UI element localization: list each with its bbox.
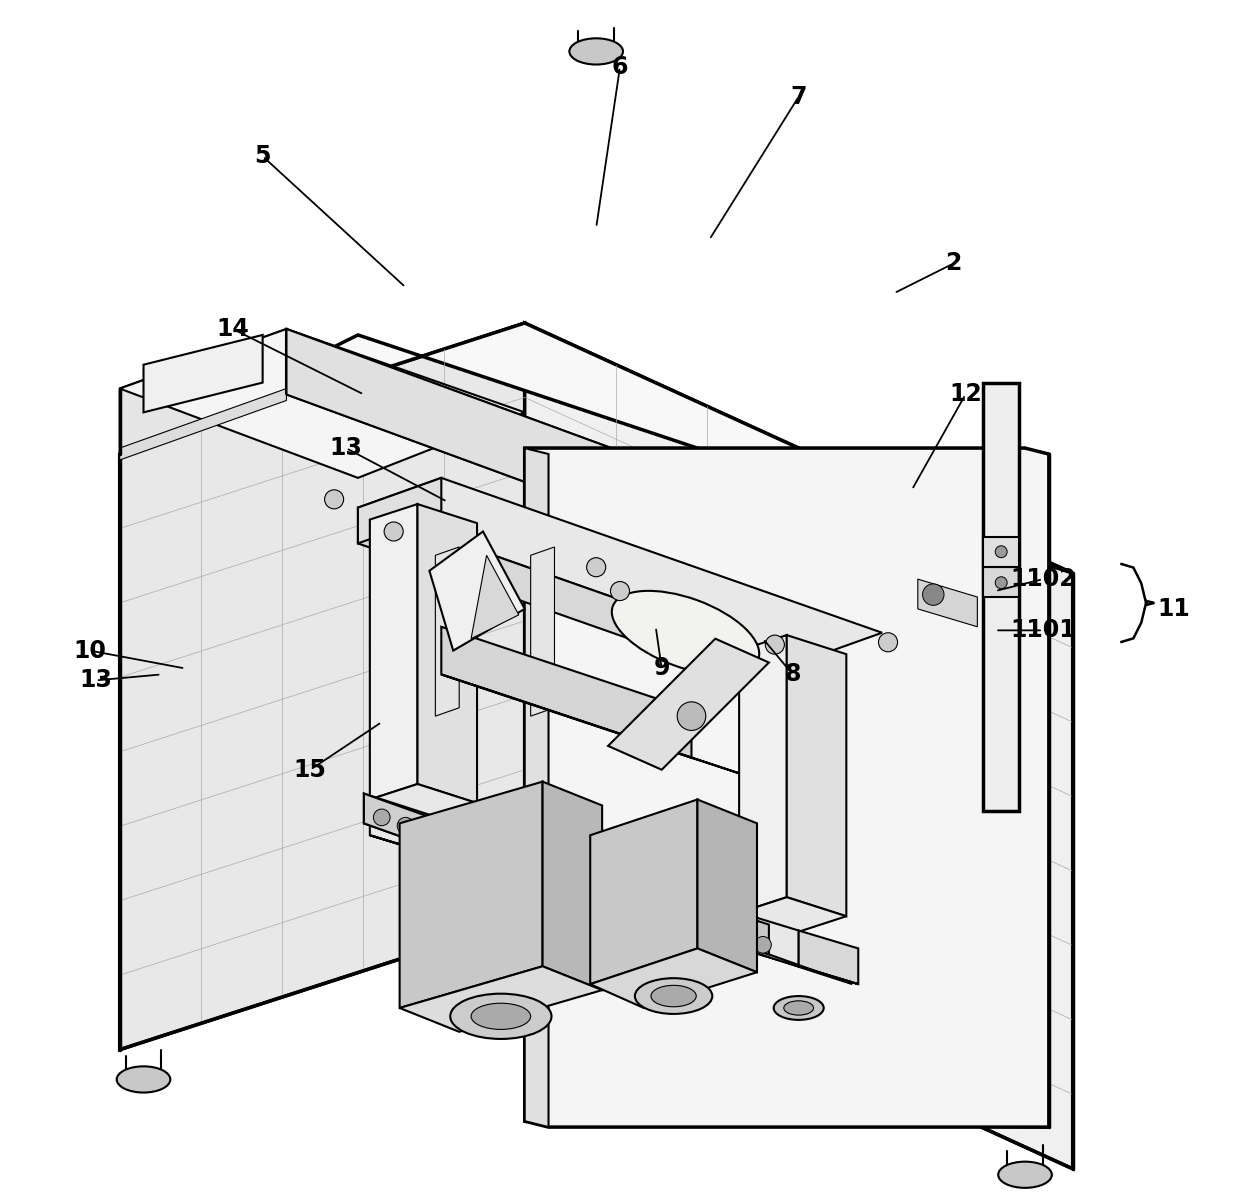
Polygon shape <box>370 504 418 800</box>
Circle shape <box>923 584 944 605</box>
Polygon shape <box>441 675 739 774</box>
Polygon shape <box>358 478 441 543</box>
Text: 15: 15 <box>294 758 326 782</box>
Text: 10: 10 <box>73 639 107 663</box>
Ellipse shape <box>117 1066 170 1093</box>
Polygon shape <box>120 330 525 478</box>
Circle shape <box>878 633 898 652</box>
Ellipse shape <box>998 1162 1052 1188</box>
Circle shape <box>373 810 391 826</box>
Text: 13: 13 <box>79 669 113 693</box>
Circle shape <box>677 702 706 731</box>
Polygon shape <box>799 930 858 984</box>
Polygon shape <box>399 966 603 1032</box>
Polygon shape <box>358 478 882 663</box>
Polygon shape <box>120 324 1073 573</box>
Text: 7: 7 <box>790 85 807 109</box>
Text: 11: 11 <box>1158 597 1190 621</box>
Circle shape <box>587 558 605 577</box>
Text: 8: 8 <box>785 663 801 687</box>
Circle shape <box>996 577 1007 589</box>
Polygon shape <box>697 800 756 972</box>
Polygon shape <box>120 330 286 454</box>
Text: 1101: 1101 <box>1011 618 1075 642</box>
Polygon shape <box>531 547 554 716</box>
Text: 13: 13 <box>330 436 362 460</box>
Text: 2: 2 <box>945 252 962 276</box>
Polygon shape <box>358 507 799 698</box>
Ellipse shape <box>450 993 552 1039</box>
Ellipse shape <box>635 978 712 1014</box>
Ellipse shape <box>471 1003 531 1029</box>
Text: 5: 5 <box>254 144 270 168</box>
Polygon shape <box>286 330 1001 657</box>
Polygon shape <box>525 324 1073 1169</box>
Ellipse shape <box>784 1001 813 1015</box>
Text: 14: 14 <box>217 316 249 341</box>
Circle shape <box>384 522 403 541</box>
Polygon shape <box>363 794 448 853</box>
Polygon shape <box>144 336 263 412</box>
Circle shape <box>610 581 630 601</box>
Ellipse shape <box>611 591 759 675</box>
Polygon shape <box>525 448 1049 1127</box>
Polygon shape <box>471 555 518 639</box>
Polygon shape <box>543 782 603 990</box>
Polygon shape <box>918 579 977 627</box>
Circle shape <box>996 546 1007 558</box>
Polygon shape <box>286 330 1001 657</box>
Polygon shape <box>739 897 847 931</box>
Ellipse shape <box>774 996 823 1020</box>
Polygon shape <box>441 627 692 758</box>
Circle shape <box>397 818 414 835</box>
Polygon shape <box>983 537 1019 567</box>
Polygon shape <box>363 824 852 984</box>
Ellipse shape <box>559 900 609 924</box>
Circle shape <box>325 490 343 509</box>
Polygon shape <box>739 635 786 912</box>
Ellipse shape <box>569 38 622 64</box>
Ellipse shape <box>569 905 599 919</box>
Polygon shape <box>786 635 847 916</box>
Polygon shape <box>590 800 697 984</box>
Circle shape <box>730 928 748 944</box>
Polygon shape <box>525 448 548 1127</box>
Text: 9: 9 <box>653 657 670 681</box>
Polygon shape <box>983 382 1019 812</box>
Polygon shape <box>608 639 769 770</box>
Polygon shape <box>120 324 525 1050</box>
Polygon shape <box>370 784 477 819</box>
Ellipse shape <box>651 985 696 1007</box>
Polygon shape <box>120 388 286 460</box>
Text: 6: 6 <box>611 55 629 79</box>
Polygon shape <box>370 800 799 966</box>
Text: 1102: 1102 <box>1011 567 1075 591</box>
Polygon shape <box>418 504 477 804</box>
Polygon shape <box>429 531 525 651</box>
Circle shape <box>755 936 771 953</box>
Polygon shape <box>435 547 459 716</box>
Polygon shape <box>983 567 1019 597</box>
Circle shape <box>765 635 785 654</box>
Text: 12: 12 <box>949 382 982 406</box>
Polygon shape <box>399 782 543 1008</box>
Polygon shape <box>370 836 858 984</box>
Polygon shape <box>590 948 756 1008</box>
Polygon shape <box>363 794 769 954</box>
